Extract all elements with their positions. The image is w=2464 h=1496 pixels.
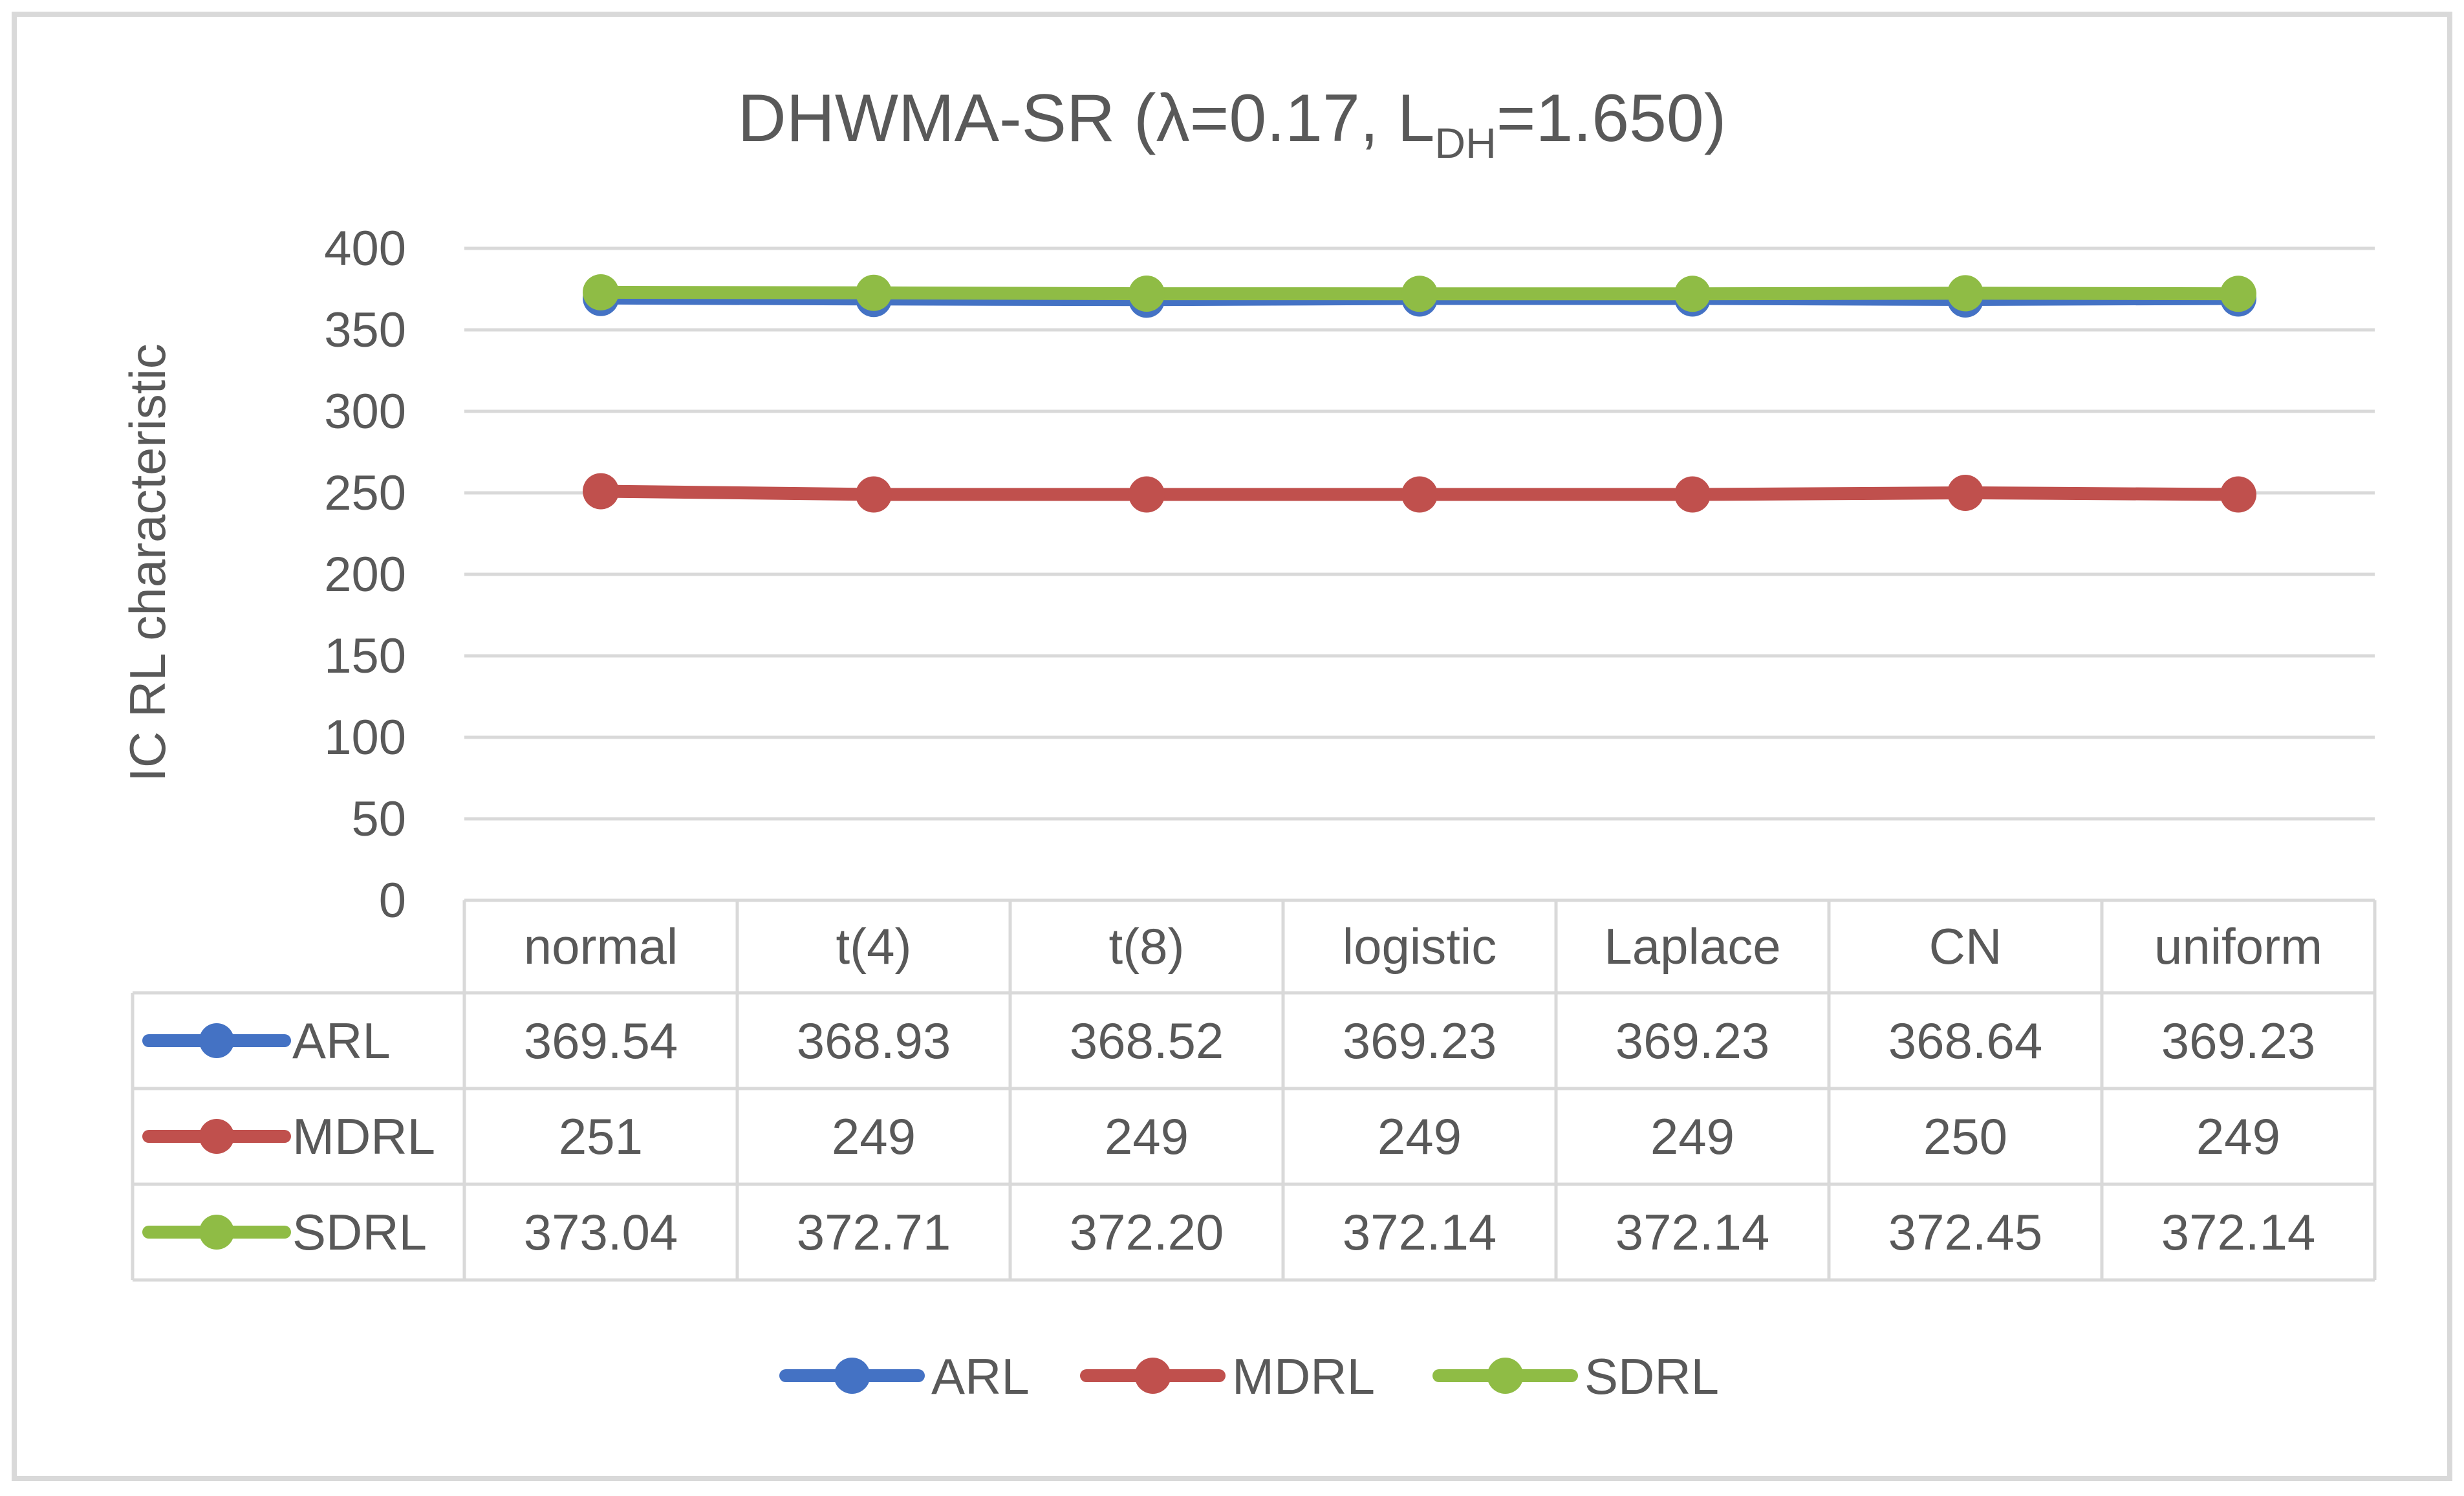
data-table: normal t(4) t(8) logistic Laplace CN uniform AR… — [131, 898, 2377, 1282]
data-point-mdrl — [1401, 476, 1438, 513]
table-cell-value: 249 — [1105, 1108, 1189, 1165]
data-point-mdrl — [2220, 476, 2256, 513]
data-point-sdrl — [1674, 276, 1711, 312]
table-series-name: SDRL — [292, 1204, 427, 1261]
table-cell-value: 249 — [832, 1108, 916, 1165]
plot-area — [583, 274, 2256, 513]
table-cell-value: 372.20 — [1070, 1204, 1224, 1261]
y-tick-label: 0 — [379, 873, 406, 928]
y-tick-label: 200 — [324, 547, 406, 602]
table-cell-value: 249 — [1378, 1108, 1462, 1165]
chart-frame — [12, 12, 2452, 1481]
table-legend-key-marker — [199, 1215, 234, 1250]
y-tick-label: 50 — [351, 792, 406, 847]
legend-key-marker — [834, 1358, 870, 1394]
legend-label: SDRL — [1584, 1348, 1719, 1405]
table-cell-value: 251 — [559, 1108, 643, 1165]
data-point-sdrl — [856, 274, 892, 311]
table-legend-key-marker — [199, 1023, 234, 1058]
table-cell-value: 368.52 — [1070, 1012, 1224, 1069]
y-tick-label: 100 — [324, 710, 406, 765]
x-category-label: t(4) — [836, 918, 912, 975]
table-cell-value: 249 — [2196, 1108, 2280, 1165]
table-cell-value: 369.23 — [1343, 1012, 1497, 1069]
legend-label: MDRL — [1232, 1348, 1375, 1405]
chart-title-subscript: DH — [1434, 119, 1496, 167]
table-series-name: MDRL — [292, 1108, 435, 1165]
data-point-sdrl — [1947, 275, 1983, 312]
table-series-name: ARL — [292, 1012, 391, 1069]
data-point-sdrl — [583, 274, 619, 310]
x-category-label: CN — [1929, 918, 2002, 975]
data-point-mdrl — [583, 473, 619, 510]
table-cell-value: 372.45 — [1888, 1204, 2043, 1261]
y-tick-label: 350 — [324, 303, 406, 358]
data-point-mdrl — [1129, 476, 1165, 513]
table-cell-value: 250 — [1923, 1108, 2007, 1165]
x-category-label: uniform — [2154, 918, 2322, 975]
table-cell-value: 373.04 — [524, 1204, 678, 1261]
legend-label: ARL — [931, 1348, 1030, 1405]
y-tick-label: 400 — [324, 221, 406, 276]
chart-title-tail: =1.650) — [1497, 81, 1727, 156]
x-category-label: t(8) — [1109, 918, 1185, 975]
y-tick-label: 250 — [324, 466, 406, 521]
y-tick-label: 150 — [324, 629, 406, 684]
table-cell-value: 372.14 — [1343, 1204, 1497, 1261]
data-point-mdrl — [1674, 476, 1711, 513]
table-cell-value: 368.64 — [1888, 1012, 2043, 1069]
y-tick-label: 300 — [324, 384, 406, 439]
table-cell-value: 368.93 — [797, 1012, 951, 1069]
table-cell-value: 372.14 — [2161, 1204, 2316, 1261]
table-legend-key-marker — [199, 1119, 234, 1154]
y-axis-title: IC RL characteristic — [119, 343, 176, 782]
chart-title: DHWMA-SR (λ=0.17, LDH=1.650) — [738, 81, 1727, 167]
table-cell-value: 369.23 — [1616, 1012, 1770, 1069]
data-point-sdrl — [2220, 276, 2256, 312]
legend-key-marker — [1487, 1358, 1524, 1394]
chart-title-main: DHWMA-SR (λ=0.17, L — [738, 81, 1435, 156]
x-category-label: logistic — [1343, 918, 1497, 975]
table-cell-value: 372.71 — [797, 1204, 951, 1261]
data-point-mdrl — [856, 476, 892, 513]
data-point-sdrl — [1401, 276, 1438, 312]
y-axis-ticks: 0 50 100 150 200 250 300 350 400 — [324, 221, 406, 928]
data-point-sdrl — [1129, 276, 1165, 312]
table-cell-value: 369.23 — [2161, 1012, 2316, 1069]
legend-key-marker — [1134, 1358, 1171, 1394]
table-cell-value: 369.54 — [524, 1012, 678, 1069]
data-point-mdrl — [1947, 475, 1983, 511]
x-category-label: normal — [524, 918, 678, 975]
table-cell-value: 372.14 — [1616, 1204, 1770, 1261]
table-cell-value: 249 — [1650, 1108, 1735, 1165]
legend: ARL MDRL SDRL — [779, 1348, 1719, 1405]
x-category-label: Laplace — [1604, 918, 1780, 975]
